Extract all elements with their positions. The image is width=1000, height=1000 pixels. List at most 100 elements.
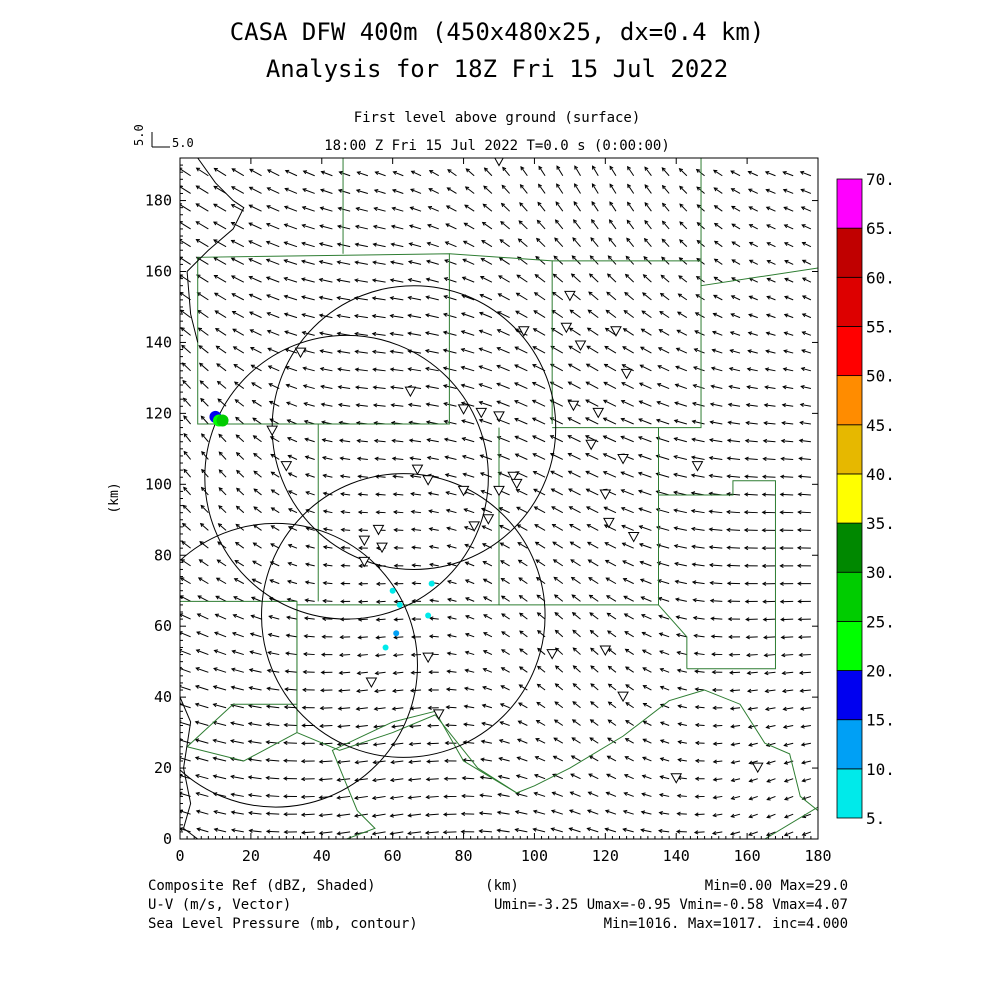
- wind-vector-head: [497, 774, 503, 779]
- wind-vector: [800, 421, 811, 425]
- wind-vector-head: [231, 311, 237, 315]
- wind-vector: [638, 454, 652, 460]
- wind-vector: [287, 419, 298, 425]
- wind-vector: [269, 615, 280, 620]
- wind-vector: [215, 613, 227, 620]
- wind-vector: [444, 295, 457, 301]
- wind-vector: [354, 795, 368, 799]
- wind-vector: [251, 615, 262, 620]
- wind-vector-head: [318, 295, 324, 300]
- wind-vector-head: [429, 616, 434, 621]
- wind-vector-head: [427, 205, 433, 210]
- wind-vector: [358, 511, 368, 514]
- wind-vector: [534, 524, 546, 531]
- wind-vector-head: [287, 490, 293, 495]
- wind-vector-head: [250, 364, 255, 369]
- wind-vector-head: [605, 791, 610, 796]
- wind-vector-head: [532, 453, 537, 457]
- wind-vector: [571, 273, 581, 283]
- wind-vector-head: [516, 506, 521, 511]
- wind-vector: [428, 492, 439, 496]
- colorbar-label: 15.: [866, 711, 895, 730]
- wind-vector: [302, 206, 315, 212]
- wind-vector-head: [801, 313, 807, 318]
- wind-vector: [181, 345, 191, 354]
- wind-vector-head: [726, 563, 731, 568]
- wind-vector-head: [567, 381, 572, 386]
- wind-vector-head: [519, 648, 524, 653]
- wind-vector-head: [478, 811, 484, 816]
- wind-vector-head: [536, 665, 542, 670]
- wind-vector-head: [745, 635, 750, 640]
- wind-vector: [392, 189, 404, 194]
- wind-vector-head: [353, 795, 359, 800]
- wind-vector: [196, 185, 209, 194]
- wind-vector: [341, 493, 351, 496]
- wind-vector-head: [535, 559, 540, 564]
- wind-vector: [555, 201, 564, 212]
- wind-vector-head: [800, 742, 806, 747]
- wind-vector-head: [336, 831, 341, 836]
- wind-vector: [319, 296, 333, 301]
- wind-vector-head: [303, 616, 309, 621]
- wind-vector-head: [322, 473, 327, 478]
- wind-vector-head: [411, 581, 416, 586]
- wind-vector-head: [673, 437, 678, 442]
- wind-vector: [249, 276, 262, 283]
- wind-vector-head: [443, 401, 448, 407]
- wind-vector: [764, 654, 776, 656]
- wind-vector-head: [763, 403, 769, 408]
- wind-vector: [465, 579, 475, 585]
- wind-vector: [496, 383, 510, 390]
- wind-vector-head: [480, 489, 485, 494]
- wind-vector-head: [708, 527, 713, 532]
- wind-vector: [693, 617, 705, 620]
- wind-vector: [784, 795, 794, 801]
- wind-vector-head: [695, 276, 701, 280]
- wind-vector: [483, 578, 493, 585]
- wind-vector-head: [201, 468, 206, 474]
- wind-vector: [320, 225, 333, 230]
- wind-vector-head: [746, 652, 751, 658]
- wind-vector: [201, 451, 209, 460]
- wind-vector: [198, 345, 209, 354]
- wind-vector-head: [319, 206, 325, 211]
- wind-vector: [571, 255, 581, 265]
- wind-vector-head: [745, 420, 750, 426]
- wind-vector-head: [570, 559, 575, 564]
- wind-vector: [252, 400, 262, 407]
- wind-vector-head: [556, 183, 560, 188]
- wind-vector-head: [679, 239, 684, 244]
- wind-vector-head: [691, 580, 697, 585]
- wind-vector: [200, 505, 209, 514]
- wind-vector: [427, 456, 439, 460]
- wind-vector: [586, 345, 599, 354]
- wind-vector-head: [712, 169, 718, 174]
- wind-vector: [390, 795, 404, 799]
- wind-vector-head: [230, 204, 236, 208]
- wind-vector: [781, 654, 794, 656]
- wind-vector-head: [464, 561, 470, 566]
- wind-vector-head: [711, 670, 716, 675]
- wind-vector: [802, 778, 812, 782]
- wind-vector-head: [372, 760, 377, 765]
- wind-vector-head: [729, 670, 734, 675]
- wind-vector-head: [426, 438, 431, 443]
- wind-vector-head: [479, 293, 484, 298]
- wind-vector: [639, 382, 652, 390]
- wind-vector: [266, 759, 280, 762]
- wind-vector-head: [372, 385, 377, 390]
- wind-vector: [518, 238, 528, 248]
- colorbar-swatch: [836, 424, 863, 475]
- wind-vector-head: [300, 741, 306, 746]
- wind-vector-head: [283, 758, 288, 763]
- wind-vector: [248, 740, 262, 744]
- wind-vector: [518, 220, 528, 230]
- wind-vector: [625, 702, 634, 709]
- wind-vector: [323, 564, 333, 567]
- wind-vector-head: [181, 540, 186, 546]
- wind-vector: [554, 612, 564, 620]
- wind-vector-head: [748, 778, 753, 783]
- wind-vector: [393, 511, 404, 514]
- wind-vector-head: [269, 561, 275, 566]
